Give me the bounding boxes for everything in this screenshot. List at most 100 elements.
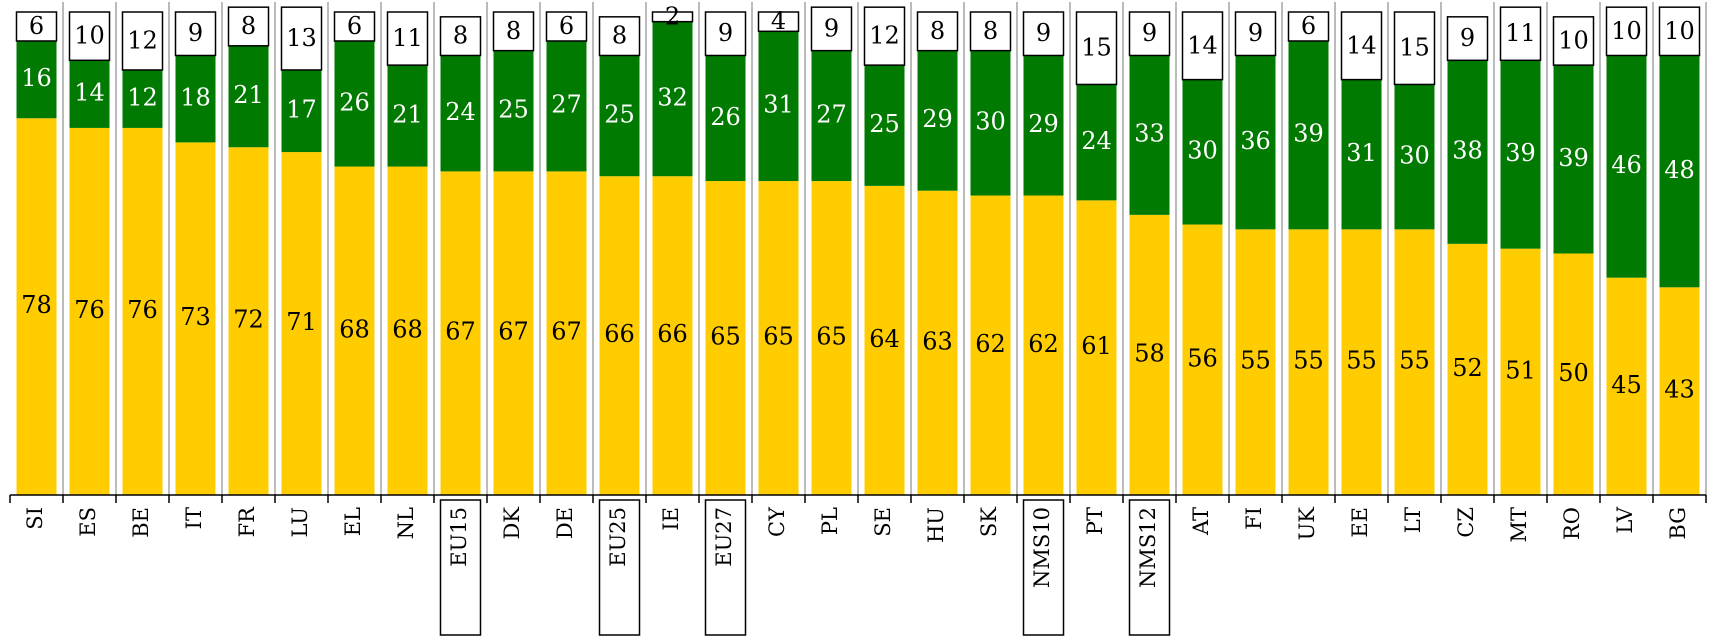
bar-segment (970, 195, 1011, 496)
data-label: 46 (1611, 151, 1642, 179)
bar-segment (758, 31, 799, 182)
data-label: 25 (498, 96, 529, 124)
data-label: 8 (930, 17, 945, 45)
data-label: 65 (816, 323, 847, 351)
data-label: 73 (180, 303, 211, 331)
x-tick-label: LT (1401, 507, 1425, 533)
data-label: 39 (1558, 144, 1589, 172)
data-label: 6 (347, 12, 362, 40)
x-tick-label: CY (765, 506, 789, 537)
bar-segment (281, 69, 322, 153)
data-label: 43 (1664, 376, 1695, 404)
bar-segment (387, 65, 428, 167)
data-label: 26 (339, 88, 370, 116)
bar-segment (810, 6, 853, 52)
data-label: 24 (445, 98, 476, 126)
data-label: 9 (1142, 19, 1157, 47)
bar-segment (1659, 55, 1700, 288)
data-label: 32 (657, 83, 688, 111)
x-tick-label: ES (76, 507, 100, 537)
bar-segment (439, 16, 482, 57)
bar-segment (1235, 229, 1276, 495)
bar-segment (1128, 11, 1171, 57)
bar-segment (1553, 253, 1594, 495)
x-tick-label: DK (500, 507, 524, 540)
x-tick-group: PL (818, 507, 842, 535)
highlight-box (439, 499, 482, 636)
x-tick-group: IT (182, 507, 206, 529)
data-label: 65 (710, 323, 741, 351)
x-tick-label: UK (1295, 507, 1319, 541)
data-label: 24 (1081, 127, 1112, 155)
data-label: 72 (233, 306, 264, 334)
data-label: 10 (74, 22, 105, 50)
bar-segment (864, 65, 905, 186)
x-tick-group: IE (659, 507, 683, 531)
bar-segment (440, 55, 481, 172)
data-label: 58 (1134, 339, 1165, 367)
bar-segment (1341, 79, 1382, 230)
bar-segment (546, 40, 587, 172)
x-tick-group: AT (1189, 507, 1213, 536)
data-label: 26 (710, 103, 741, 131)
x-tick-label: SI (23, 507, 47, 530)
x-tick-label: NMS10 (1030, 507, 1054, 588)
bar-segment (1658, 6, 1701, 57)
bar-segment (122, 127, 163, 496)
bar-segment (1605, 6, 1648, 57)
bar-segment (68, 11, 111, 62)
bar-segment (387, 166, 428, 495)
data-label: 8 (506, 17, 521, 45)
data-label: 65 (763, 323, 794, 351)
data-label: 21 (392, 100, 423, 128)
x-tick-label: CZ (1454, 507, 1478, 538)
x-tick-group: NMS10 (1030, 507, 1054, 588)
x-tick-label: EE (1348, 507, 1372, 538)
x-tick-group: EL (341, 507, 365, 536)
x-tick-label: PT (1083, 507, 1107, 535)
bar-segment (15, 11, 58, 42)
data-label: 18 (180, 83, 211, 111)
x-tick-group: FR (235, 506, 259, 538)
data-label: 12 (127, 26, 158, 54)
bar-segment (1182, 224, 1223, 495)
bar-segment (492, 11, 535, 52)
data-label: 67 (498, 318, 529, 346)
data-label: 38 (1452, 137, 1483, 165)
highlight-box (598, 499, 641, 636)
x-tick-label: HU (924, 507, 948, 543)
x-tick-label: MT (1507, 507, 1531, 543)
data-label: 31 (1346, 139, 1377, 167)
highlight-box (704, 499, 747, 636)
data-label: 66 (604, 320, 635, 348)
bar-segment (811, 181, 852, 496)
data-label: 15 (1081, 34, 1112, 62)
bar-segment (864, 185, 905, 495)
data-label: 13 (286, 24, 317, 52)
data-label: 48 (1664, 156, 1695, 184)
bar-segment (228, 147, 269, 496)
bar-segment (969, 11, 1012, 52)
data-label: 9 (718, 19, 733, 47)
data-label: 51 (1505, 356, 1536, 384)
bar-segment (1393, 11, 1436, 86)
data-label: 12 (869, 22, 900, 50)
bar-segment (598, 16, 641, 57)
x-tick-group: DE (553, 507, 577, 539)
data-label: 56 (1187, 344, 1218, 372)
data-label: 8 (983, 17, 998, 45)
bar-segment (1340, 11, 1383, 81)
data-label: 8 (241, 12, 256, 40)
bar-segment (121, 11, 164, 71)
data-label: 10 (1558, 26, 1589, 54)
x-tick-group: EU27 (712, 507, 736, 567)
bar-segment (386, 11, 429, 66)
data-label: 52 (1452, 354, 1483, 382)
x-tick-group: NL (394, 507, 418, 539)
bar-segment (122, 69, 163, 128)
x-tick-label: NL (394, 507, 418, 539)
bar-segment (1606, 55, 1647, 278)
data-label: 30 (975, 108, 1006, 136)
bar-segment (1341, 229, 1382, 495)
bar-segment (281, 152, 322, 495)
